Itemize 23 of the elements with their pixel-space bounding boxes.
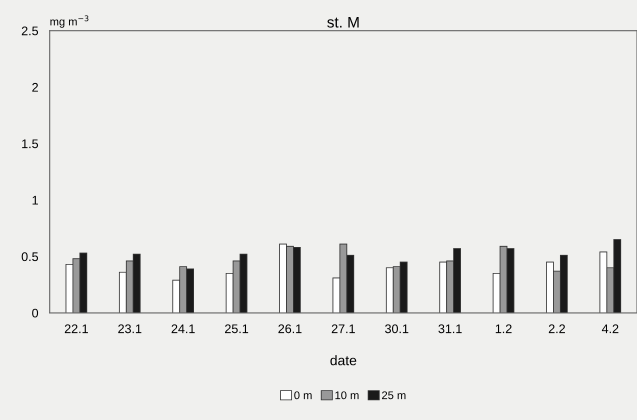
chart-title: st. M	[327, 16, 359, 28]
x-axis-title: date	[330, 355, 356, 366]
y-tick-label: 2.5	[22, 26, 38, 36]
x-tick-label: 30.1	[385, 324, 408, 334]
x-tick-label: 26.1	[278, 324, 302, 334]
x-tick-label: 25.1	[225, 324, 248, 334]
x-tick-label: 31.1	[438, 324, 462, 334]
y-axis-title: mg m$^{−3}$	[50, 15, 88, 28]
legend-label: 0 m	[294, 391, 312, 400]
x-tick-label: 22.1	[64, 324, 88, 334]
y-tick-label: 2	[32, 82, 38, 92]
x-tick-label: 1.2	[496, 324, 512, 334]
y-tick-label: 1.5	[22, 139, 38, 148]
legend-label: 25 m	[382, 391, 406, 400]
y-tick-label: 0.5	[22, 252, 38, 262]
y-tick-label: 0	[32, 308, 38, 318]
x-tick-label: 23.1	[118, 324, 142, 334]
x-tick-label: 24.1	[172, 324, 195, 334]
y-tick-label: 1	[32, 196, 38, 205]
x-tick-label: 2.2	[548, 324, 565, 334]
x-tick-label: 27.1	[332, 324, 355, 334]
x-tick-label: 4.2	[602, 324, 618, 334]
legend-label: 10 m	[335, 391, 359, 400]
